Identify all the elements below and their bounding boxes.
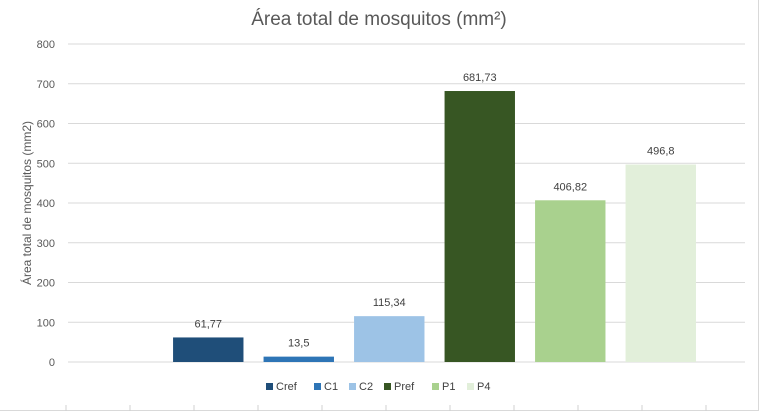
bar-p1 xyxy=(535,200,606,362)
data-label-cref: 61,77 xyxy=(195,318,223,330)
y-tick-label: 400 xyxy=(37,198,55,210)
legend-swatch-p4 xyxy=(467,383,474,390)
bar-c1 xyxy=(263,356,334,362)
chart-title: Área total de mosquitos (mm²) xyxy=(251,9,507,30)
legend-label-pref: Pref xyxy=(394,381,415,393)
legend-swatch-c2 xyxy=(349,383,356,390)
legend-label-cref: Cref xyxy=(276,381,298,393)
y-tick-label: 600 xyxy=(37,119,55,131)
bar-cref xyxy=(173,337,244,362)
legend-swatch-p1 xyxy=(432,383,439,390)
data-label-c1: 13,5 xyxy=(288,338,309,350)
y-tick-label: 300 xyxy=(37,238,55,250)
data-labels: 61,77 13,5 115,34 681,73 406,82 496,8 xyxy=(195,72,675,350)
legend-swatch-cref xyxy=(266,383,273,390)
legend-label-p1: P1 xyxy=(442,381,455,393)
data-label-p1: 406,82 xyxy=(553,181,587,193)
bars xyxy=(173,91,696,362)
data-label-c2: 115,34 xyxy=(373,297,406,309)
y-tick-label: 100 xyxy=(37,317,55,329)
y-tick-label: 500 xyxy=(37,158,55,170)
legend: Cref C1 C2 Pref P1 P4 xyxy=(266,381,490,393)
bar-c2 xyxy=(354,316,425,362)
bottom-ruler xyxy=(65,405,707,411)
y-tick-label: 800 xyxy=(37,39,55,51)
bar-p4 xyxy=(625,164,696,362)
gridlines xyxy=(68,43,745,363)
legend-label-c1: C1 xyxy=(324,381,338,393)
legend-label-c2: C2 xyxy=(359,381,373,393)
y-tick-label: 200 xyxy=(37,278,55,290)
data-label-p4: 496,8 xyxy=(647,146,675,158)
y-axis-title: Área total de mosquitos (mm2) xyxy=(19,121,34,285)
y-tick-label: 700 xyxy=(37,79,55,91)
legend-swatch-c1 xyxy=(314,383,321,390)
y-axis-ticks: 0 100 200 300 400 500 600 700 800 xyxy=(37,39,55,369)
y-tick-label: 0 xyxy=(49,357,55,369)
data-label-pref: 681,73 xyxy=(463,72,497,84)
bar-pref xyxy=(444,91,515,362)
legend-label-p4: P4 xyxy=(477,381,490,393)
legend-swatch-pref xyxy=(384,383,391,390)
